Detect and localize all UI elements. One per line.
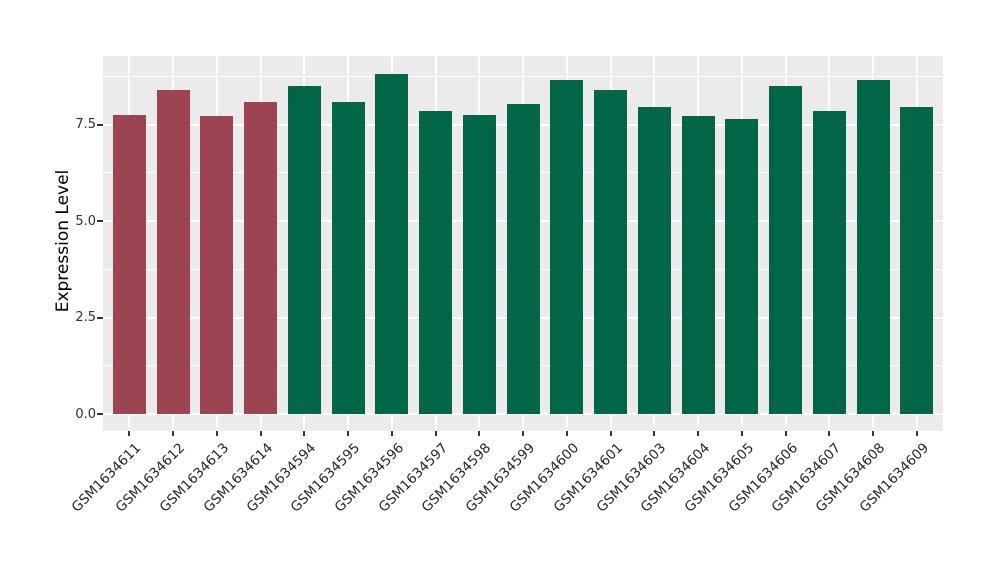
bar xyxy=(725,119,759,414)
bar xyxy=(506,104,540,414)
bar xyxy=(156,89,190,414)
bar xyxy=(856,80,890,414)
x-tick-mark xyxy=(522,431,524,436)
y-tick-mark xyxy=(97,123,103,126)
x-tick-mark xyxy=(303,431,306,436)
y-tick-label: 5.0 xyxy=(75,213,96,229)
bar xyxy=(419,110,452,414)
x-tick-mark xyxy=(172,431,174,436)
y-tick-label: 0.0 xyxy=(75,406,96,422)
x-tick-mark xyxy=(828,431,831,436)
x-tick-mark xyxy=(565,431,568,436)
y-tick-mark xyxy=(97,413,103,415)
bar xyxy=(594,90,627,414)
x-tick-mark xyxy=(740,431,743,436)
plot-panel xyxy=(103,56,943,431)
bar xyxy=(812,110,846,414)
x-tick-mark xyxy=(609,431,612,436)
x-tick-mark xyxy=(390,431,393,436)
bar xyxy=(462,114,496,414)
y-tick-mark xyxy=(97,220,103,222)
x-tick-mark xyxy=(347,431,349,436)
x-tick-mark xyxy=(697,431,699,436)
x-tick-mark xyxy=(915,431,918,436)
bar xyxy=(200,116,234,414)
bar xyxy=(375,73,409,414)
bar xyxy=(681,116,715,414)
bar xyxy=(331,102,365,414)
y-tick-mark xyxy=(97,316,103,319)
x-tick-mark xyxy=(259,431,262,436)
bar xyxy=(637,107,671,414)
x-tick-mark xyxy=(872,431,874,436)
bar xyxy=(550,80,584,414)
bar xyxy=(769,85,802,414)
x-tick-mark xyxy=(434,431,437,436)
x-tick-mark xyxy=(478,431,481,436)
x-tick-mark xyxy=(128,431,131,436)
y-tick-label: 7.5 xyxy=(75,117,96,132)
x-tick-mark xyxy=(784,431,787,436)
x-tick-mark xyxy=(215,431,218,436)
bar xyxy=(112,114,146,414)
y-tick-label: 2.5 xyxy=(75,310,96,325)
bar xyxy=(287,85,321,414)
bar xyxy=(244,101,277,414)
x-tick-mark xyxy=(653,431,656,436)
bar xyxy=(900,107,934,414)
